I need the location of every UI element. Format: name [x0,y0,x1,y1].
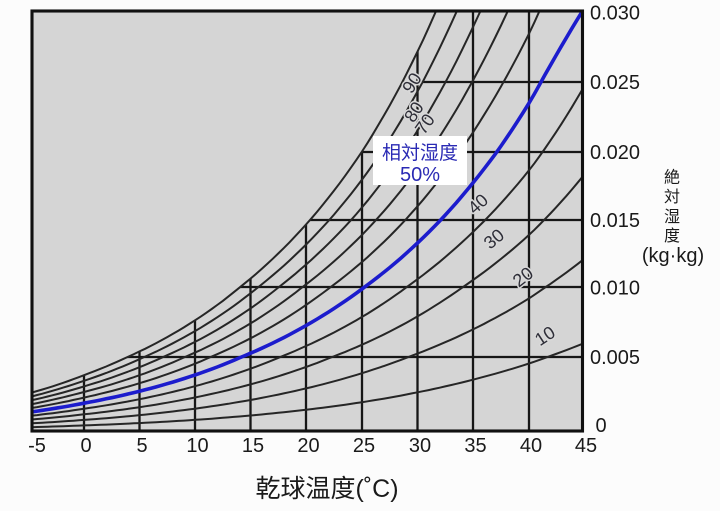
svg-text:25: 25 [353,435,375,457]
svg-text:35: 35 [464,435,486,457]
svg-text:0.005: 0.005 [590,347,640,369]
svg-text:0.015: 0.015 [590,210,640,232]
svg-text:湿: 湿 [664,208,680,226]
svg-text:度: 度 [664,227,680,245]
svg-text:0.030: 0.030 [590,3,640,25]
svg-text:10: 10 [186,435,208,457]
svg-text:0.020: 0.020 [590,142,640,164]
svg-text:50%: 50% [400,164,440,186]
svg-text:0.025: 0.025 [590,72,640,94]
svg-text:45: 45 [575,435,597,457]
svg-text:15: 15 [242,435,264,457]
svg-text:0.010: 0.010 [590,278,640,300]
svg-text:対: 対 [664,188,680,206]
svg-text:20: 20 [297,435,319,457]
svg-text:40: 40 [520,435,542,457]
svg-text:5: 5 [136,435,147,457]
svg-text:30: 30 [409,435,431,457]
svg-text:乾球温度(˚C): 乾球温度(˚C) [255,475,398,503]
svg-text:(kg·kg): (kg·kg) [642,245,704,267]
svg-text:0: 0 [596,415,607,437]
svg-text:-5: -5 [28,435,46,457]
svg-text:絶: 絶 [664,169,680,187]
svg-text:0: 0 [80,435,91,457]
svg-text:相対湿度: 相対湿度 [382,142,458,164]
